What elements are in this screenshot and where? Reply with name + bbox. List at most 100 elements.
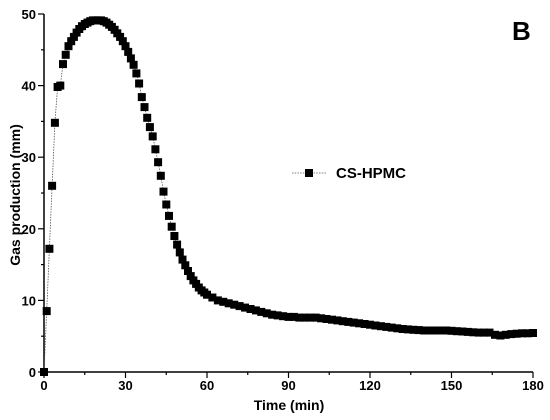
data-point [230, 300, 239, 309]
y-tick-label: 20 [22, 222, 36, 237]
data-point [344, 317, 353, 326]
data-point [241, 303, 249, 312]
data-point [154, 158, 163, 167]
data-point [279, 312, 288, 321]
data-point [328, 315, 336, 324]
data-point [145, 123, 154, 132]
data-point [262, 309, 271, 318]
data-point [322, 315, 331, 323]
data-point [458, 327, 467, 336]
data-point [124, 47, 133, 56]
data-point [414, 326, 423, 335]
data-point [507, 330, 516, 339]
data-point [50, 118, 59, 127]
data-point [148, 132, 157, 141]
data-point [219, 297, 228, 306]
data-point [306, 313, 315, 322]
data-point [518, 329, 527, 338]
data-point [184, 267, 192, 275]
data-point [474, 328, 483, 337]
data-point [165, 211, 173, 220]
data-point [42, 307, 51, 316]
data-point [59, 60, 67, 69]
data-point [251, 306, 260, 315]
data-point [181, 261, 190, 270]
legend-marker [305, 169, 313, 177]
data-point [360, 320, 369, 328]
data-point [349, 318, 358, 327]
data-point [501, 330, 510, 339]
data-point [420, 326, 429, 335]
data-point [64, 42, 73, 51]
data-point [333, 316, 342, 325]
x-tick-label: 90 [281, 378, 295, 393]
data-point [140, 103, 149, 112]
x-tick-label: 120 [359, 378, 381, 393]
data-point [132, 69, 141, 78]
data-point [480, 328, 489, 337]
data-point [436, 326, 445, 335]
data-point [162, 200, 171, 209]
x-tick-label: 0 [40, 378, 47, 393]
data-point [409, 325, 418, 334]
data-point [371, 321, 380, 330]
y-tick-label: 30 [22, 150, 36, 165]
data-point [69, 32, 78, 41]
data-point [447, 326, 456, 335]
data-point [452, 327, 461, 336]
data-point [143, 113, 152, 122]
data-point [393, 324, 402, 333]
data-point [67, 37, 76, 46]
data-point [387, 323, 396, 332]
data-point [268, 310, 277, 319]
data-point [159, 187, 168, 196]
data-point [208, 293, 217, 302]
data-point [170, 232, 179, 240]
data-point [126, 54, 135, 63]
data-point [284, 312, 293, 321]
data-point [529, 329, 537, 337]
data-point [178, 255, 187, 264]
data-point [366, 320, 374, 329]
data-point [382, 322, 391, 331]
data-point [425, 326, 434, 335]
data-point [485, 328, 494, 337]
data-point [523, 329, 532, 338]
data-point [463, 327, 472, 336]
data-point [45, 244, 54, 253]
x-tick-label: 30 [118, 378, 132, 393]
data-point [442, 326, 451, 335]
data-point [311, 313, 320, 322]
legend-label: CS-HPMC [336, 165, 406, 182]
data-point [116, 32, 125, 41]
data-point [213, 296, 222, 305]
data-point [404, 325, 412, 334]
y-tick-label: 50 [22, 7, 36, 22]
data-point [203, 290, 211, 299]
y-tick-label: 40 [22, 79, 36, 94]
data-point [173, 240, 182, 249]
x-tick-label: 60 [200, 378, 214, 393]
data-point [137, 93, 146, 102]
data-point [167, 222, 176, 231]
x-axis-title: Time (min) [254, 397, 325, 413]
data-point [376, 322, 385, 331]
data-point [235, 302, 244, 311]
data-point [186, 272, 195, 281]
data-point [135, 79, 144, 88]
data-point [129, 60, 138, 69]
data-point [317, 314, 326, 323]
data-point [355, 319, 364, 328]
data-point [175, 248, 184, 257]
x-tick-label: 180 [522, 378, 544, 393]
data-point [56, 81, 65, 90]
data-point [496, 331, 505, 340]
y-tick-label: 10 [22, 293, 36, 308]
data-point [512, 329, 521, 338]
data-point [48, 181, 57, 190]
data-point [398, 325, 407, 333]
panel-label: B [512, 16, 531, 46]
data-point [156, 171, 165, 180]
y-axis-title: Gas production (mm) [7, 124, 23, 266]
